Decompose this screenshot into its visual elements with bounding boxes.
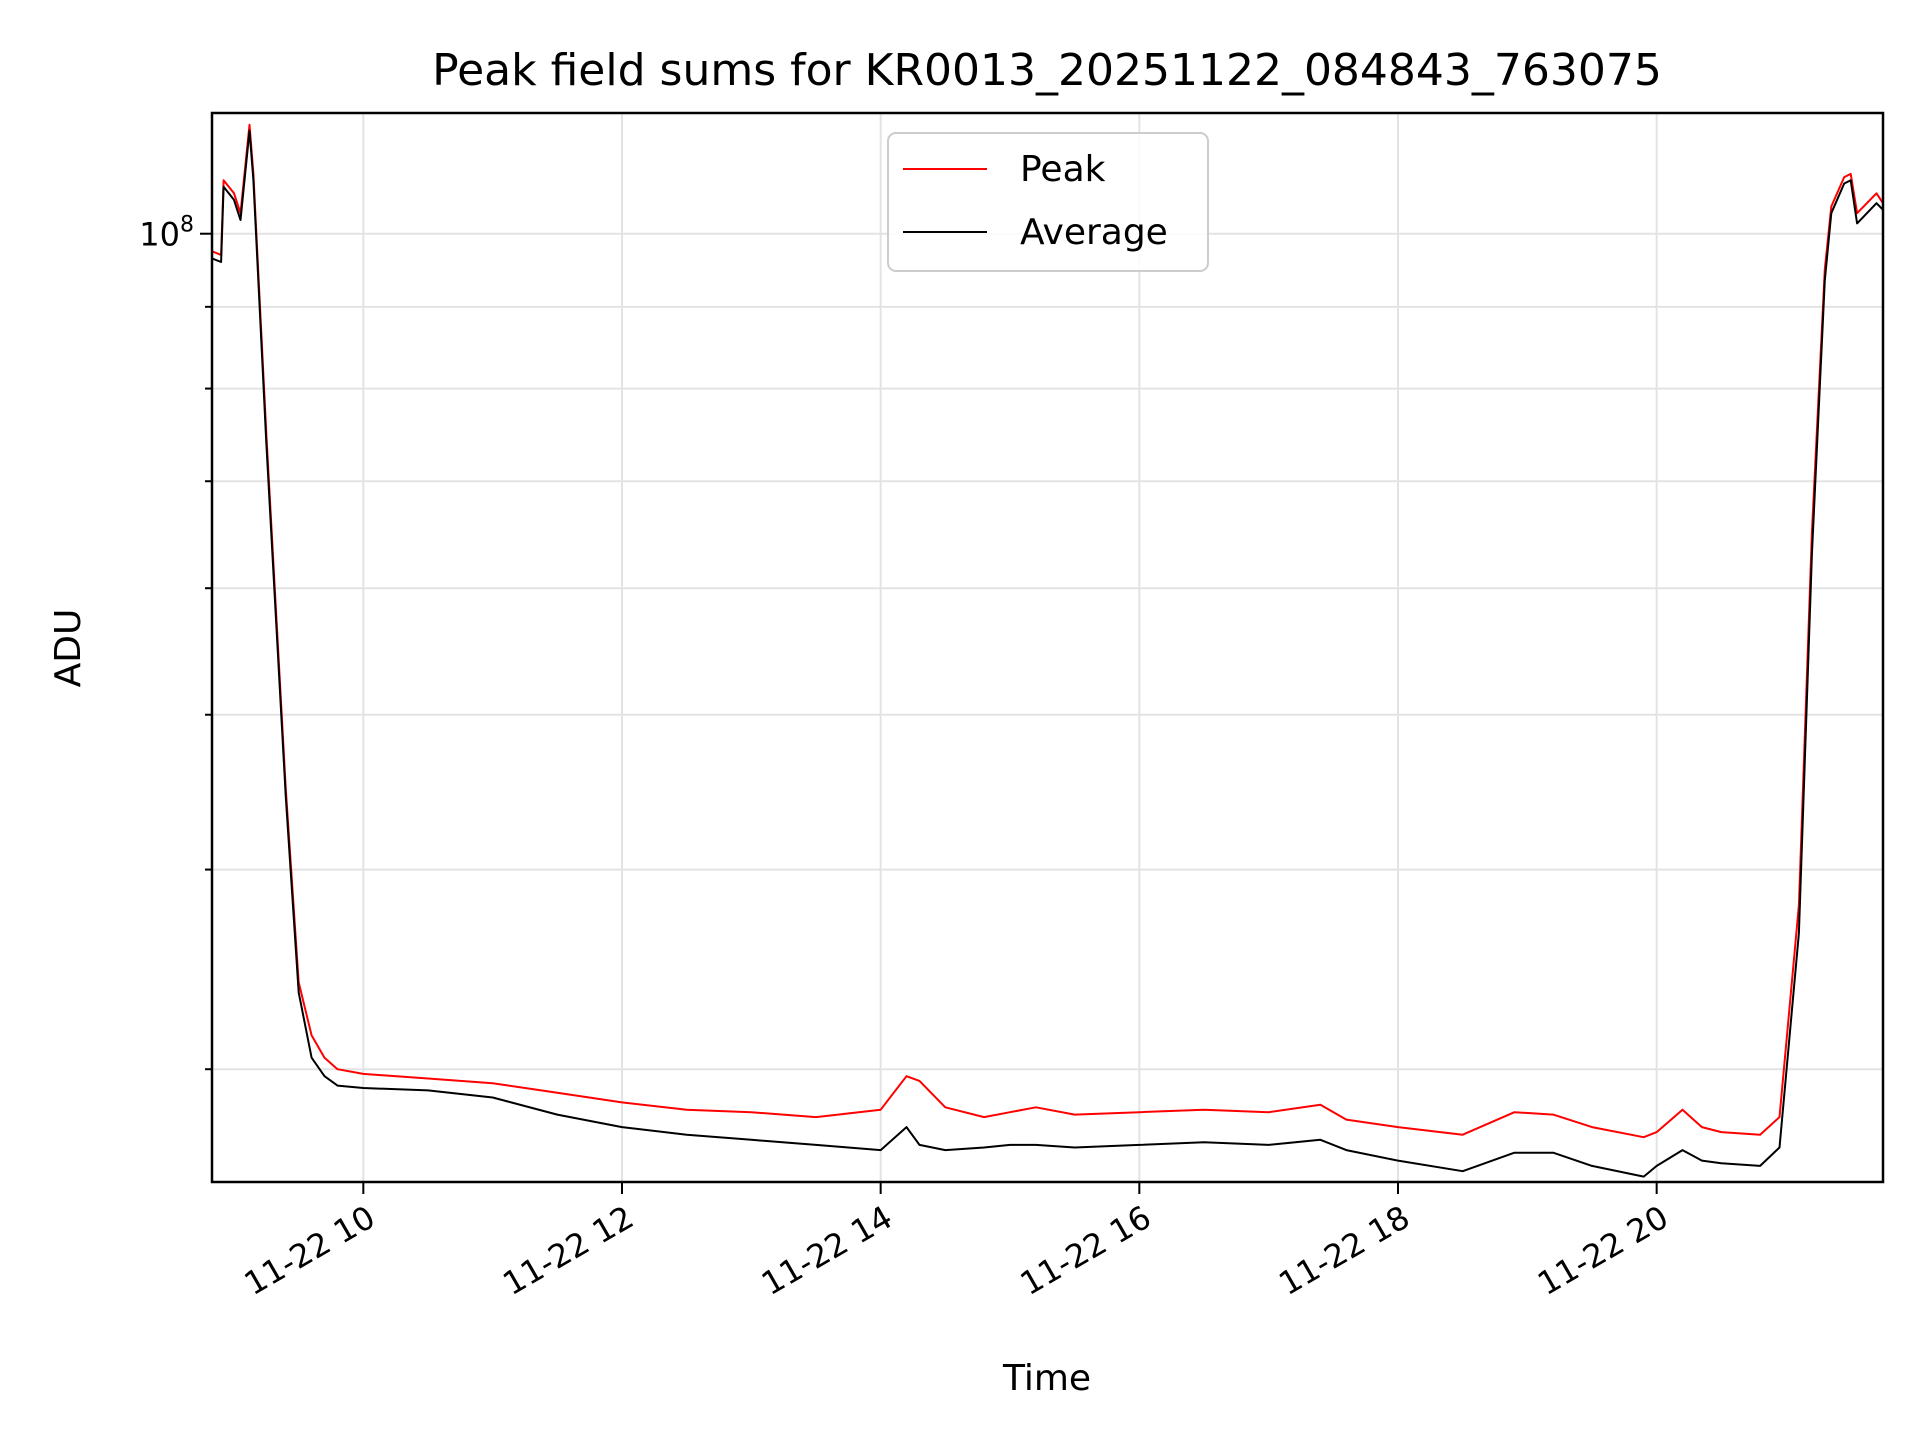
x-tick-label: 11-22 14	[755, 1198, 899, 1303]
x-tick-label: 11-22 10	[238, 1198, 382, 1303]
plot-frame	[210, 111, 1885, 1184]
legend-label-average: Average	[1020, 212, 1168, 253]
series-line-peak	[212, 123, 1883, 1139]
legend-label-peak: Peak	[1020, 149, 1106, 190]
x-axis-label: Time	[1002, 1358, 1091, 1399]
y-tick-label: 108	[139, 213, 194, 254]
x-tick-label: 11-22 12	[496, 1198, 640, 1303]
chart-title: Peak field sums for KR0013_20251122_0848…	[432, 45, 1662, 96]
series-line-average	[212, 129, 1883, 1178]
series-layer	[212, 123, 1883, 1178]
x-tick-label: 11-22 20	[1531, 1198, 1675, 1303]
y-axis-label: ADU	[48, 609, 89, 688]
x-tick-label: 11-22 18	[1272, 1198, 1416, 1303]
legend: Peak Average	[887, 132, 1209, 272]
ticks-layer: 11-22 10 11-22 12 11-22 14 11-22 16 11-22 18…	[139, 213, 1674, 1303]
legend-box	[887, 132, 1209, 272]
x-tick-label: 11-22 16	[1014, 1198, 1158, 1303]
grid-layer	[212, 113, 1883, 1182]
